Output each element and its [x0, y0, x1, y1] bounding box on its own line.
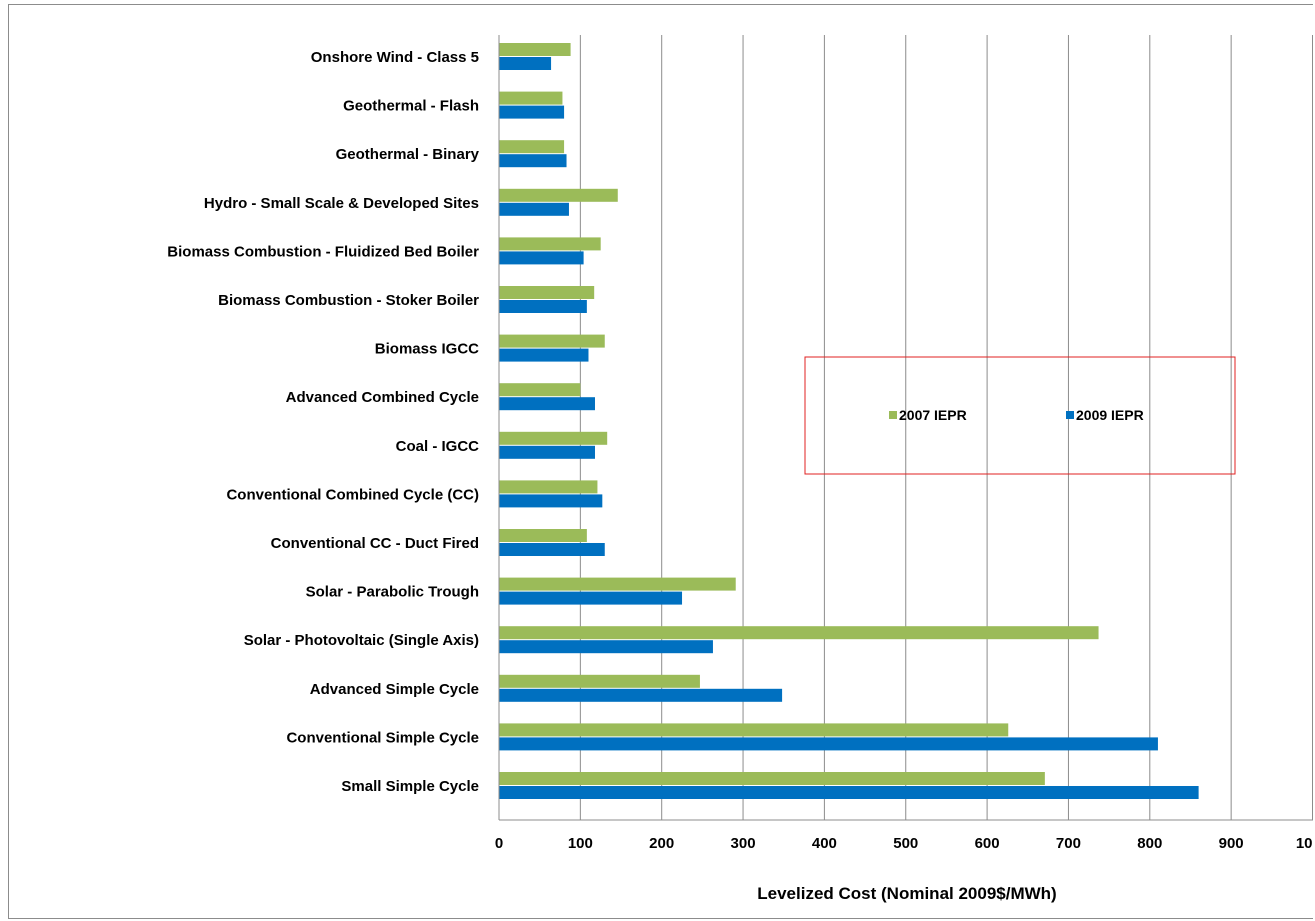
bar-2009-iepr-advanced-combined-cycle: [499, 397, 595, 411]
category-label-geothermal-binary: Geothermal - Binary: [336, 146, 480, 163]
category-label-hydro-small-scale-developed-sites: Hydro - Small Scale & Developed Sites: [204, 195, 479, 212]
bar-2007-iepr-biomass-igcc: [499, 334, 605, 348]
bar-2009-iepr-biomass-igcc: [499, 348, 589, 362]
bar-2009-iepr-hydro-small-scale-developed-sites: [499, 202, 569, 216]
bar-2007-iepr-geothermal-flash: [499, 91, 563, 105]
legend-box: [804, 356, 1236, 475]
bar-chart: Onshore Wind - Class 5 Geothermal - Flash…: [167, 35, 1313, 903]
category-label-coal-igcc: Coal - IGCC: [396, 438, 480, 455]
legend-swatch-2009-iepr: [1066, 411, 1074, 419]
bar-2007-iepr-solar-photovoltaic-single-axis: [499, 626, 1099, 640]
legend-label-2007-iepr: 2007 IEPR: [899, 407, 967, 423]
x-tick-200: 200: [649, 835, 674, 852]
bar-2007-iepr-biomass-combustion-fluidized-bed-boiler: [499, 237, 601, 251]
category-label-onshore-wind-class-5: Onshore Wind - Class 5: [311, 49, 479, 66]
bar-2009-iepr-geothermal-binary: [499, 154, 567, 168]
x-tick-0: 0: [495, 835, 503, 852]
category-label-biomass-combustion-stoker-boiler: Biomass Combustion - Stoker Boiler: [218, 292, 479, 309]
bar-2007-iepr-solar-parabolic-trough: [499, 577, 736, 591]
gridlines: [579, 35, 1313, 820]
chart-frame: Onshore Wind - Class 5 Geothermal - Flash…: [8, 4, 1313, 919]
bar-2007-iepr-biomass-combustion-stoker-boiler: [499, 286, 595, 299]
bar-2009-iepr-biomass-combustion-stoker-boiler: [499, 300, 587, 313]
x-tick-500: 500: [893, 835, 918, 852]
category-label-solar-photovoltaic-single-axis: Solar - Photovoltaic (Single Axis): [244, 632, 479, 649]
category-label-solar-parabolic-trough: Solar - Parabolic Trough: [306, 584, 479, 601]
x-tick-900: 900: [1219, 835, 1244, 852]
bar-2009-iepr-conventional-cc-duct-fired: [499, 543, 605, 556]
x-tick-1000: 1000: [1296, 835, 1313, 852]
category-label-advanced-combined-cycle: Advanced Combined Cycle: [286, 389, 479, 406]
bar-2009-iepr-solar-parabolic-trough: [499, 591, 683, 605]
category-label-biomass-combustion-fluidized-bed-boiler: Biomass Combustion - Fluidized Bed Boile…: [167, 243, 479, 260]
bar-2009-iepr-onshore-wind-class-5: [499, 57, 552, 70]
bar-2007-iepr-coal-igcc: [499, 431, 608, 445]
category-labels: Onshore Wind - Class 5 Geothermal - Flash…: [167, 49, 479, 795]
bar-2009-iepr-conventional-combined-cycle-cc: [499, 494, 603, 508]
category-label-conventional-combined-cycle-cc: Conventional Combined Cycle (CC): [226, 486, 479, 503]
x-tick-800: 800: [1137, 835, 1162, 852]
x-tick-400: 400: [812, 835, 837, 852]
bar-2007-iepr-onshore-wind-class-5: [499, 43, 571, 56]
bar-2009-iepr-small-simple-cycle: [499, 786, 1199, 799]
bar-2009-iepr-solar-photovoltaic-single-axis: [499, 640, 713, 654]
bar-2009-iepr-geothermal-flash: [499, 105, 565, 119]
legend-swatch-2007-iepr: [889, 411, 897, 419]
legend-label-2009-iepr: 2009 IEPR: [1076, 407, 1144, 423]
bar-2009-iepr-biomass-combustion-fluidized-bed-boiler: [499, 251, 584, 265]
x-tick-100: 100: [568, 835, 593, 852]
bar-2009-iepr-advanced-simple-cycle: [499, 688, 783, 702]
category-label-conventional-simple-cycle: Conventional Simple Cycle: [286, 729, 479, 746]
bar-2007-iepr-advanced-simple-cycle: [499, 674, 700, 688]
bar-2007-iepr-geothermal-binary: [499, 140, 565, 154]
x-tick-labels: 0 100 200 300 400 500 600 700 800 900 1000: [495, 835, 1313, 852]
bar-2007-iepr-conventional-cc-duct-fired: [499, 529, 587, 542]
bar-2007-iepr-small-simple-cycle: [499, 772, 1045, 785]
x-tick-600: 600: [975, 835, 1000, 852]
bar-2009-iepr-conventional-simple-cycle: [499, 737, 1158, 751]
category-label-small-simple-cycle: Small Simple Cycle: [341, 778, 479, 795]
bar-2007-iepr-hydro-small-scale-developed-sites: [499, 188, 618, 202]
bar-2009-iepr-coal-igcc: [499, 445, 595, 459]
axes: [498, 35, 1313, 821]
x-tick-300: 300: [731, 835, 756, 852]
x-tick-700: 700: [1056, 835, 1081, 852]
bar-2007-iepr-conventional-combined-cycle-cc: [499, 480, 598, 494]
legend: 2007 IEPR 2009 IEPR: [804, 356, 1236, 475]
category-label-conventional-cc-duct-fired: Conventional CC - Duct Fired: [271, 535, 479, 552]
category-label-advanced-simple-cycle: Advanced Simple Cycle: [310, 681, 479, 698]
bars: [499, 43, 1199, 799]
category-label-biomass-igcc: Biomass IGCC: [375, 341, 479, 358]
x-axis-title: Levelized Cost (Nominal 2009$/MWh): [757, 884, 1056, 903]
bar-2007-iepr-advanced-combined-cycle: [499, 383, 581, 397]
category-label-geothermal-flash: Geothermal - Flash: [343, 98, 479, 115]
bar-2007-iepr-conventional-simple-cycle: [499, 723, 1009, 737]
